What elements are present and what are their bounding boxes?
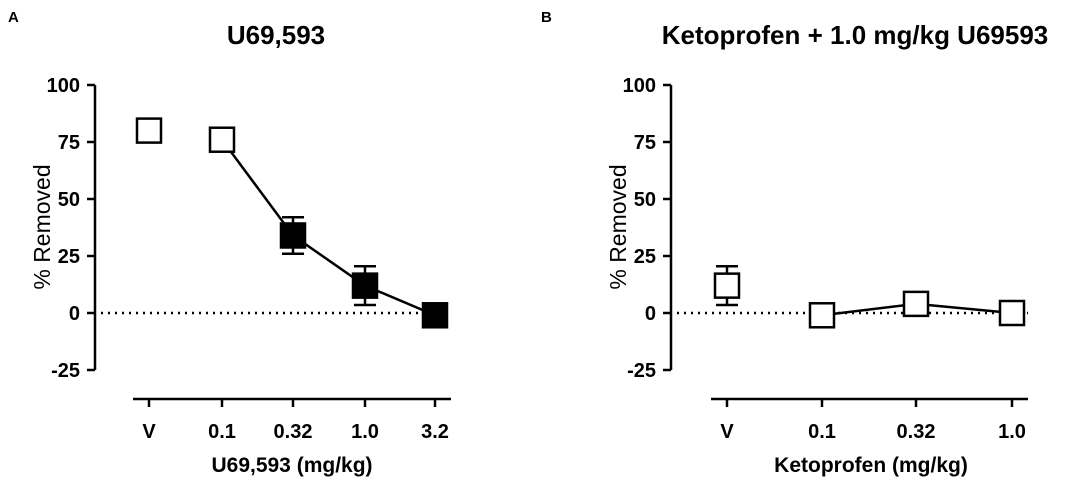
- panel-b-letter: B: [541, 9, 552, 26]
- panel-a-title: U69,593: [227, 20, 325, 50]
- panel-a-y-tick-label: 75: [58, 132, 80, 154]
- panel-a-x-tick-label: V: [142, 421, 156, 443]
- panel-a-letter: A: [8, 9, 19, 26]
- panel-a-x-tick-label: 3.2: [421, 421, 449, 443]
- panel-a-series-line: [220, 138, 436, 317]
- panel-a-y-tick-label: 25: [58, 246, 80, 268]
- panel-b-data-point: [808, 302, 836, 329]
- panel-a-x-tick-label: 1.0: [351, 421, 379, 443]
- panel-b-y-tick-label: -25: [627, 360, 656, 382]
- panel-a: A U69,593 % Removed U69,593 (mg/kg) -25 0…: [8, 9, 451, 477]
- panel-a-data-point: [208, 126, 236, 153]
- panel-b-title: Ketoprofen + 1.0 mg/kg U69593: [662, 20, 1049, 50]
- panel-a-y-axis-label: % Removed: [29, 164, 55, 289]
- panel-a-data-point: [351, 272, 379, 299]
- panel-b-y-tick-label: 75: [634, 132, 656, 154]
- panel-b-x-tick-label: 0.32: [897, 421, 936, 443]
- panel-b: B Ketoprofen + 1.0 mg/kg U69593 % Remove…: [541, 9, 1048, 477]
- panel-a-y-tick-label: 50: [58, 189, 80, 211]
- panel-b-y-tick-label: 25: [634, 246, 656, 268]
- panel-a-data-point: [279, 222, 307, 249]
- panel-b-x-tick-label: 1.0: [998, 421, 1026, 443]
- panel-a-x-tick-label: 0.1: [208, 421, 236, 443]
- panel-b-y-axis-label: % Removed: [605, 164, 631, 289]
- panel-a-x-axis-label: U69,593 (mg/kg): [211, 454, 372, 477]
- panel-a-x-tick-label: 0.32: [274, 421, 313, 443]
- panel-b-x-tick-label: V: [720, 421, 734, 443]
- panel-a-data-point: [135, 117, 163, 144]
- panel-a-y-tick-label: 100: [47, 75, 80, 97]
- panel-b-y-tick-label: 100: [623, 75, 656, 97]
- panel-b-data-point: [998, 299, 1026, 327]
- panel-b-x-tick-label: 0.1: [808, 421, 836, 443]
- panel-a-data-point: [421, 302, 449, 329]
- panel-a-y-tick-label: 0: [69, 303, 80, 325]
- panel-b-y-tick-label: 0: [645, 303, 656, 325]
- panel-b-data-point: [902, 290, 930, 318]
- panel-a-y-tick-label: -25: [51, 360, 80, 382]
- panel-b-data-point: [713, 272, 741, 299]
- panel-b-y-tick-label: 50: [634, 189, 656, 211]
- panel-b-x-axis-label: Ketoprofen (mg/kg): [774, 454, 968, 477]
